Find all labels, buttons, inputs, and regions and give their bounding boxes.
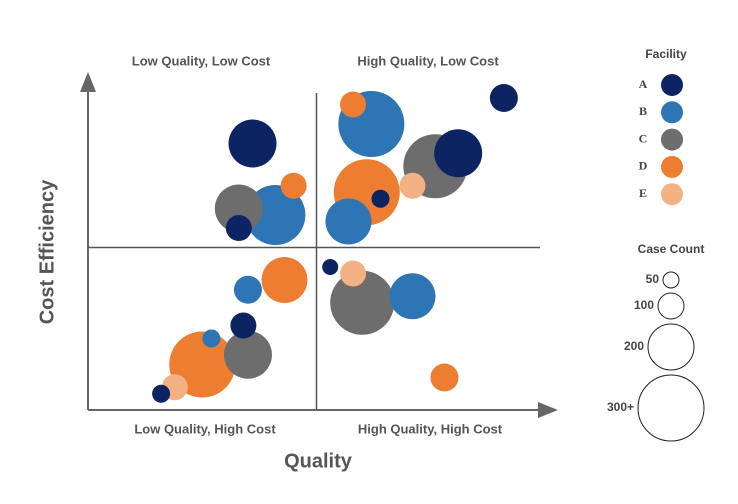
quadrant-label: Low Quality, High Cost xyxy=(134,421,276,436)
size-legend-title: Case Count xyxy=(638,242,705,256)
bubble xyxy=(152,384,171,403)
size-legend-circle xyxy=(657,292,685,320)
legend-swatch xyxy=(661,101,683,124)
bubble xyxy=(233,275,262,304)
y-axis-label: Cost Efficiency xyxy=(36,179,58,324)
bubble xyxy=(371,189,390,208)
size-legend-circle xyxy=(647,323,695,371)
quadrant-label: High Quality, Low Cost xyxy=(357,53,499,68)
bubble xyxy=(399,172,426,199)
bubble xyxy=(330,270,395,335)
bubble xyxy=(280,172,307,199)
bubble xyxy=(230,312,257,339)
legend-label: A xyxy=(639,77,648,91)
bubble xyxy=(340,91,367,118)
bubble xyxy=(489,84,518,112)
legend-swatch xyxy=(661,128,683,151)
bubble xyxy=(223,330,272,379)
legend-swatch xyxy=(661,183,683,206)
size-legend-label: 200 xyxy=(624,339,644,353)
bubble xyxy=(214,184,263,233)
legend-label: D xyxy=(639,159,648,173)
bubble xyxy=(325,198,372,245)
bubble xyxy=(430,363,459,392)
bubble xyxy=(322,259,339,275)
legend-title: Facility xyxy=(645,47,687,61)
quadrant-label: High Quality, High Cost xyxy=(358,421,503,436)
legend-label: C xyxy=(639,131,648,145)
bubble xyxy=(261,257,308,303)
size-legend-label: 50 xyxy=(646,272,660,286)
x-axis-label: Quality xyxy=(284,450,353,472)
legend-label: B xyxy=(639,104,647,118)
size-legend-circle xyxy=(662,271,680,289)
bubbles xyxy=(88,84,540,410)
legend-swatch xyxy=(661,155,683,178)
bubble xyxy=(225,215,252,241)
bubble xyxy=(228,119,277,168)
size-legend-label: 100 xyxy=(634,298,654,312)
bubble xyxy=(202,329,221,348)
bubble xyxy=(340,260,367,287)
size-legend-circle xyxy=(637,374,705,442)
bubble xyxy=(434,129,483,178)
legend-label: E xyxy=(639,186,647,200)
bubble xyxy=(389,273,436,320)
quadrant-label: Low Quality, Low Cost xyxy=(132,53,271,68)
size-legend-label: 300+ xyxy=(607,400,634,414)
legend-swatch xyxy=(661,74,683,96)
